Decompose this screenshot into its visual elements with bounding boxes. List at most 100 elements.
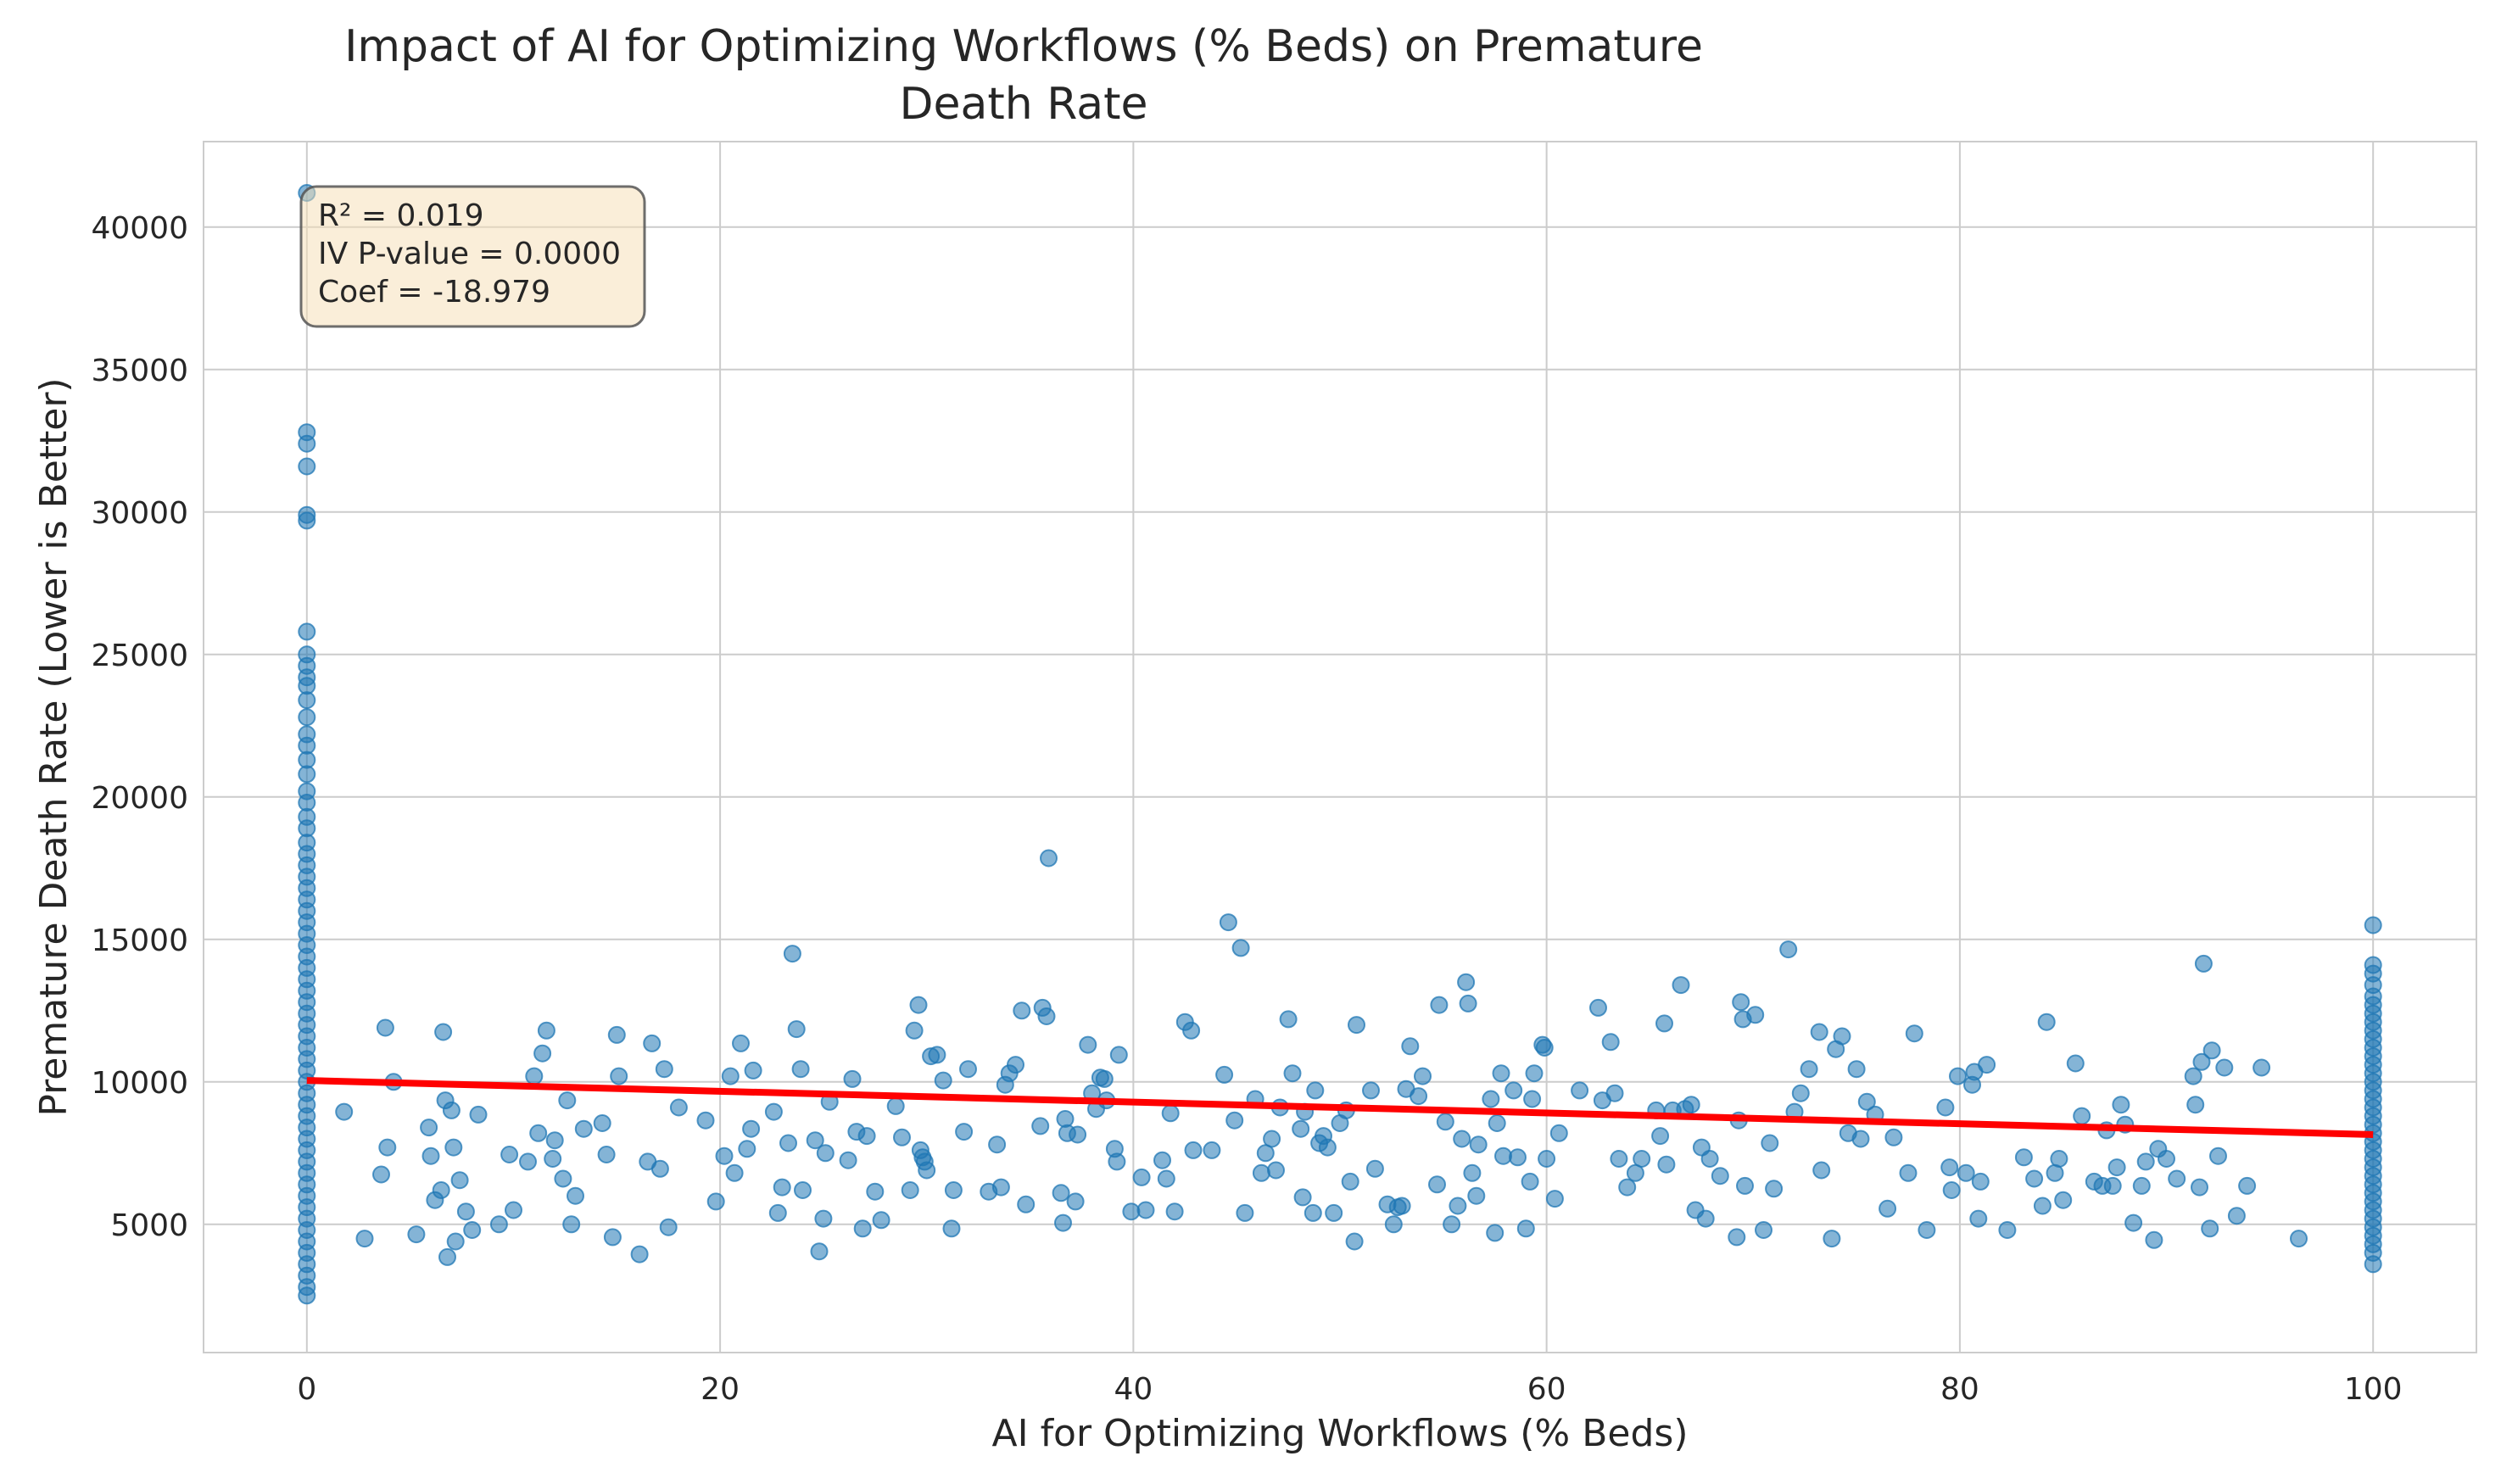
scatter-point	[372, 1165, 390, 1184]
scatter-point	[1132, 1168, 1151, 1186]
scatter-point	[574, 1119, 593, 1138]
scatter-point	[1672, 976, 1690, 995]
scatter-point	[1325, 1203, 1343, 1222]
scatter-point	[1486, 1224, 1505, 1242]
regression-line	[306, 1077, 2374, 1138]
scatter-point	[1957, 1163, 1975, 1182]
scatter-point	[1079, 1035, 1097, 1054]
scatter-point	[1884, 1128, 1903, 1146]
scatter-point	[2253, 1058, 2271, 1077]
scatter-point	[610, 1067, 628, 1085]
scatter-point	[1779, 940, 1798, 959]
y-tick-label: 15000	[91, 923, 188, 958]
scatter-point	[1857, 1092, 1876, 1111]
scatter-point	[407, 1225, 426, 1244]
scatter-point	[1545, 1190, 1564, 1208]
scatter-point	[955, 1123, 974, 1141]
scatter-point	[1453, 1130, 1471, 1148]
scatter-point	[1549, 1124, 1568, 1142]
scatter-point	[1538, 1150, 1556, 1168]
scatter-point	[1509, 1148, 1527, 1167]
scatter-point	[853, 1219, 872, 1238]
scatter-point	[2014, 1148, 2033, 1167]
x-tick-label: 100	[2344, 1372, 2403, 1407]
scatter-point	[421, 1146, 440, 1165]
y-axis-ticks: 5000 10000 15000 20000 25000 30000 35000 40000	[91, 211, 188, 1243]
scatter-point	[505, 1201, 522, 1219]
scatter-point	[643, 1034, 662, 1052]
scatter-point	[893, 1128, 911, 1146]
scatter-point	[696, 1111, 715, 1130]
scatter-point	[1728, 1228, 1746, 1247]
scatter-point	[1521, 1172, 1539, 1191]
scatter-point	[1488, 1114, 1506, 1132]
scatter-point	[2364, 1255, 2382, 1274]
scatter-point	[2136, 1152, 2155, 1171]
scatter-point	[2364, 916, 2382, 934]
x-axis-ticks: 0 20 40 60 80 100	[297, 1372, 2402, 1407]
scatter-point	[942, 1219, 961, 1238]
scatter-point	[909, 996, 928, 1014]
scatter-point	[901, 1181, 919, 1199]
scatter-point	[886, 1096, 905, 1115]
scatter-point	[298, 765, 316, 784]
scatter-point	[1428, 1175, 1446, 1194]
scatter-point	[816, 1144, 835, 1163]
scatter-point	[1918, 1221, 1936, 1239]
scatter-point	[2227, 1207, 2246, 1225]
scatter-point	[1746, 1006, 1765, 1024]
scatter-point	[1292, 1119, 1310, 1138]
scatter-point	[1601, 1033, 1620, 1052]
scatter-point	[725, 1163, 744, 1182]
scatter-point	[1482, 1090, 1500, 1108]
scatter-point	[1066, 1192, 1085, 1211]
scatter-point	[438, 1247, 456, 1266]
scatter-point	[1936, 1098, 1955, 1117]
scatter-point	[1052, 1184, 1070, 1202]
scatter-point	[905, 1021, 924, 1040]
scatter-point	[2191, 1178, 2208, 1197]
scatter-point	[1031, 1117, 1050, 1135]
scatter-point	[1810, 1023, 1828, 1041]
scatter-point	[2033, 1197, 2052, 1215]
scatter-point	[773, 1178, 791, 1197]
scatter-point	[562, 1215, 581, 1234]
scatter-point	[1851, 1130, 1870, 1148]
scatter-point	[1800, 1060, 1818, 1079]
scatter-point	[991, 1178, 1010, 1197]
scatter-point	[444, 1138, 463, 1157]
scatter-point	[2184, 1067, 2202, 1085]
scatter-point	[814, 1209, 833, 1228]
scatter-point	[794, 1181, 812, 1199]
scatter-point	[537, 1021, 555, 1040]
scatter-point	[1505, 1081, 1523, 1100]
scatter-point	[597, 1146, 616, 1163]
scatter-point	[1348, 1016, 1365, 1035]
scatter-point	[715, 1146, 734, 1165]
scatter-point	[1279, 1010, 1298, 1029]
scatter-point	[2215, 1058, 2234, 1077]
scatter-point	[1467, 1186, 1486, 1205]
scatter-point	[669, 1098, 688, 1117]
scatter-point	[2238, 1176, 2257, 1195]
scatter-point	[1791, 1084, 1810, 1102]
scatter-point	[1618, 1178, 1637, 1197]
scatter-point	[2025, 1169, 2044, 1188]
scatter-point	[1971, 1172, 1990, 1191]
y-tick-label: 40000	[91, 211, 188, 246]
scatter-point	[378, 1138, 397, 1157]
scatter-point	[1054, 1213, 1072, 1232]
scatter-point	[1136, 1201, 1155, 1219]
scatter-point	[732, 1034, 750, 1052]
grid	[204, 142, 2476, 1353]
scatter-point	[1696, 1209, 1715, 1228]
scatter-point	[1263, 1130, 1281, 1148]
stats-coefficient: Coef = -18.979	[318, 275, 550, 310]
x-tick-label: 80	[1940, 1372, 1979, 1407]
scatter-point	[446, 1232, 465, 1251]
chart-title: Impact of AI for Optimizing Workflows (%…	[344, 21, 1703, 130]
scatter-point	[1109, 1046, 1128, 1064]
scatter-point	[1161, 1104, 1180, 1123]
scatter-point	[2168, 1169, 2186, 1188]
